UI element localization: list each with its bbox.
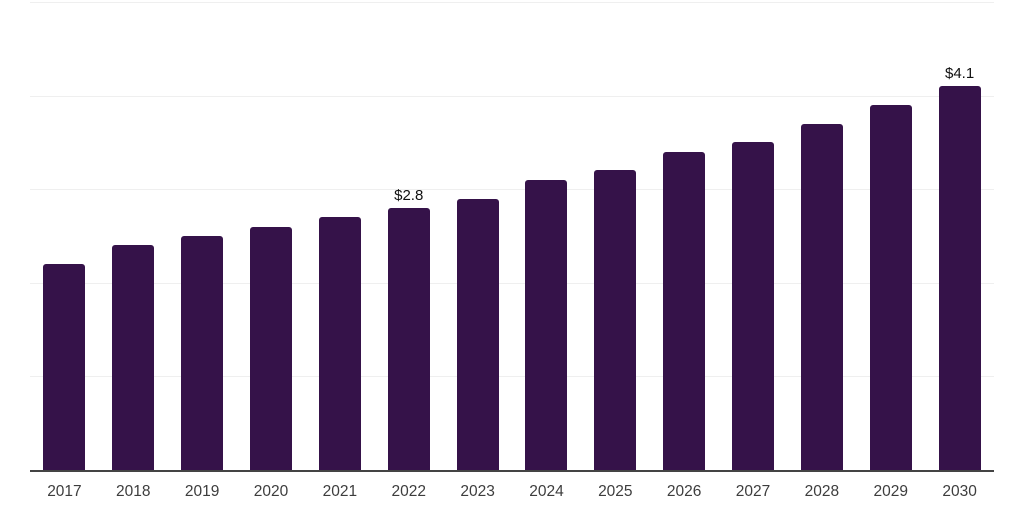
x-axis-label-2022: 2022 — [391, 483, 426, 500]
gridline — [30, 95, 994, 97]
x-axis-label-2018: 2018 — [116, 483, 151, 500]
x-axis-label-2020: 2020 — [253, 483, 289, 500]
bar-2027 — [732, 142, 775, 470]
gridline — [30, 282, 994, 284]
bar-2022: $2.8 — [387, 187, 430, 470]
gridline — [30, 189, 994, 191]
bar-2026 — [663, 151, 706, 470]
bar-2024 — [525, 179, 568, 470]
x-axis-label-2027: 2027 — [735, 483, 771, 500]
bar-slot-2019 — [168, 2, 237, 470]
gridline — [30, 376, 994, 378]
bar-slot-2026 — [650, 2, 719, 470]
bars-row: $2.8 $4.1 — [30, 2, 994, 470]
bar-2025 — [594, 170, 637, 470]
bar-slot-2030: $4.1 — [925, 2, 994, 470]
plot-area: $2.8 $4.1 — [30, 2, 994, 472]
x-axis-label-2028: 2028 — [804, 483, 840, 500]
x-axis-label-2029: 2029 — [873, 483, 908, 500]
bar-slot-2028 — [787, 2, 856, 470]
x-axis-line — [30, 470, 994, 472]
x-axis-label-2025: 2025 — [598, 483, 633, 500]
bar-2023 — [456, 198, 499, 470]
bar-slot-2021 — [305, 2, 374, 470]
bar-2019 — [181, 236, 224, 470]
x-axis-label-2024: 2024 — [529, 483, 564, 500]
bar-2029 — [869, 104, 912, 470]
bar-2020 — [250, 226, 292, 470]
bar-2017 — [43, 264, 86, 470]
x-axis-label-2023: 2023 — [460, 483, 495, 500]
bar-slot-2023 — [443, 2, 512, 470]
bar-slot-2024 — [512, 2, 581, 470]
bar-2028 — [800, 123, 843, 470]
x-axis-label-2019: 2019 — [184, 483, 220, 500]
bar-slot-2018 — [99, 2, 168, 470]
bar-slot-2017 — [30, 2, 99, 470]
bar-slot-2022: $2.8 — [374, 2, 443, 470]
x-axis-label-2021: 2021 — [322, 483, 358, 500]
bar-slot-2027 — [719, 2, 788, 470]
x-axis-label-2017: 2017 — [47, 483, 82, 500]
bar-slot-2020 — [237, 2, 306, 470]
bar-2030: $4.1 — [938, 65, 981, 470]
bar-slot-2025 — [581, 2, 650, 470]
x-axis-label-2026: 2026 — [666, 483, 702, 500]
gridline — [30, 2, 994, 3]
bar-value-label-2022: $2.8 — [394, 186, 424, 204]
bar-2018 — [112, 245, 155, 470]
x-axis-label-2030: 2030 — [942, 483, 977, 500]
bar-value-label-2030: $4.1 — [944, 65, 975, 83]
bar-2021 — [318, 217, 361, 470]
x-axis: 2017 2018 2019 2020 2021 2022 2023 2024 2025 2026… — [30, 483, 994, 501]
bar-slot-2029 — [856, 2, 925, 470]
